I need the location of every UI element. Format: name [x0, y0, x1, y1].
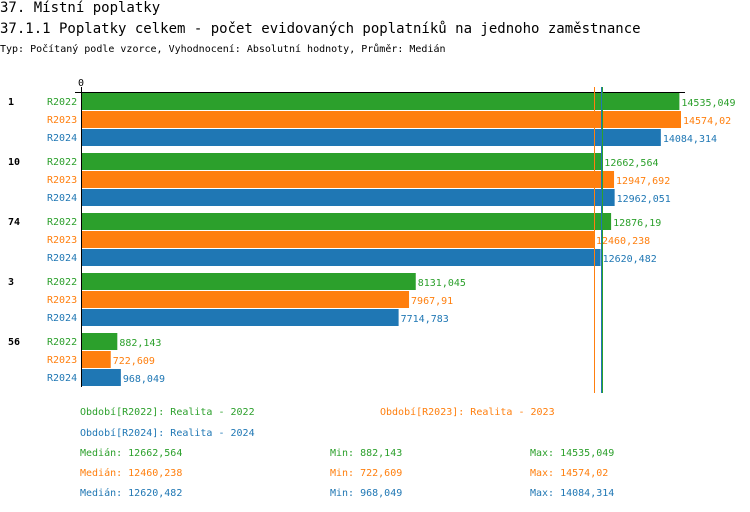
- chart-subtitle: Typ: Počítaný podle vzorce, Vyhodnocení:…: [0, 44, 446, 55]
- bar-r2022: [81, 273, 416, 290]
- value-label: 8131,045: [418, 278, 466, 289]
- value-label: 7714,783: [401, 314, 449, 325]
- series-label: R2023: [47, 295, 77, 306]
- stat-median-2022: Medián: 12662,564: [80, 448, 183, 459]
- series-label: R2023: [47, 115, 77, 126]
- series-label: R2024: [47, 193, 77, 204]
- stat-max-2023: Max: 14574,02: [530, 468, 609, 479]
- category-label: 74: [8, 217, 20, 228]
- category-label: 56: [8, 337, 20, 348]
- bar-chart: 0 1 R2022 14535,049 R2023 14574,02 R2024 14084,…: [8, 78, 736, 393]
- legend-r2024: Období[R2024]: Realita - 2024: [80, 428, 255, 439]
- bar-r2024: [81, 189, 615, 206]
- value-label: 7967,91: [411, 296, 453, 307]
- value-label: 12662,564: [604, 158, 658, 169]
- series-label: R2022: [47, 277, 77, 288]
- bar-r2023: [81, 351, 111, 368]
- bar-r2024: [81, 129, 661, 146]
- series-label: R2022: [47, 97, 77, 108]
- value-label: 882,143: [119, 338, 161, 349]
- stat-max-2024: Max: 14084,314: [530, 488, 615, 499]
- bar-r2022: [81, 153, 603, 170]
- stat-min-2023: Min: 722,609: [330, 468, 403, 479]
- bar-r2024: [81, 369, 121, 386]
- stat-min-2024: Min: 968,049: [330, 488, 403, 499]
- bar-r2023: [81, 171, 615, 188]
- value-label: 12962,051: [617, 194, 671, 205]
- series-label: R2024: [47, 313, 77, 324]
- value-label: 12947,692: [616, 176, 670, 187]
- value-label: 12876,19: [613, 218, 661, 229]
- bar-r2023: [81, 231, 594, 248]
- chart-title: 37.1.1 Poplatky celkem - počet evidovaný…: [0, 21, 641, 37]
- stat-max-2022: Max: 14535,049: [530, 448, 615, 459]
- bar-r2022: [81, 333, 118, 350]
- bar-r2024: [81, 309, 399, 326]
- series-label: R2024: [47, 373, 77, 384]
- value-label: 12460,238: [596, 236, 650, 247]
- value-label: 12620,482: [603, 254, 657, 265]
- category-label: 1: [8, 97, 14, 108]
- series-label: R2024: [47, 133, 77, 144]
- x-tick-label: 0: [78, 78, 84, 89]
- bar-r2023: [81, 291, 410, 308]
- stat-min-2022: Min: 882,143: [330, 448, 403, 459]
- series-label: R2023: [47, 355, 77, 366]
- value-label: 14535,049: [681, 98, 735, 109]
- series-label: R2022: [47, 217, 77, 228]
- stat-median-2023: Medián: 12460,238: [80, 468, 183, 479]
- bar-r2022: [81, 213, 612, 230]
- series-label: R2022: [47, 157, 77, 168]
- category-label: 3: [8, 277, 14, 288]
- stat-median-2024: Medián: 12620,482: [80, 488, 183, 499]
- bar-r2022: [81, 93, 680, 110]
- value-label: 722,609: [113, 356, 155, 367]
- value-label: 968,049: [123, 374, 165, 385]
- value-label: 14574,02: [683, 116, 731, 127]
- bar-r2024: [81, 249, 601, 266]
- value-label: 14084,314: [663, 134, 717, 145]
- legend-r2023: Období[R2023]: Realita - 2023: [380, 407, 555, 418]
- series-label: R2023: [47, 175, 77, 186]
- bar-r2023: [81, 111, 681, 128]
- series-label: R2022: [47, 337, 77, 348]
- category-label: 10: [8, 157, 20, 168]
- series-label: R2024: [47, 253, 77, 264]
- legend-r2022: Období[R2022]: Realita - 2022: [80, 407, 255, 418]
- series-label: R2023: [47, 235, 77, 246]
- section-title: 37. Místní poplatky: [0, 0, 161, 16]
